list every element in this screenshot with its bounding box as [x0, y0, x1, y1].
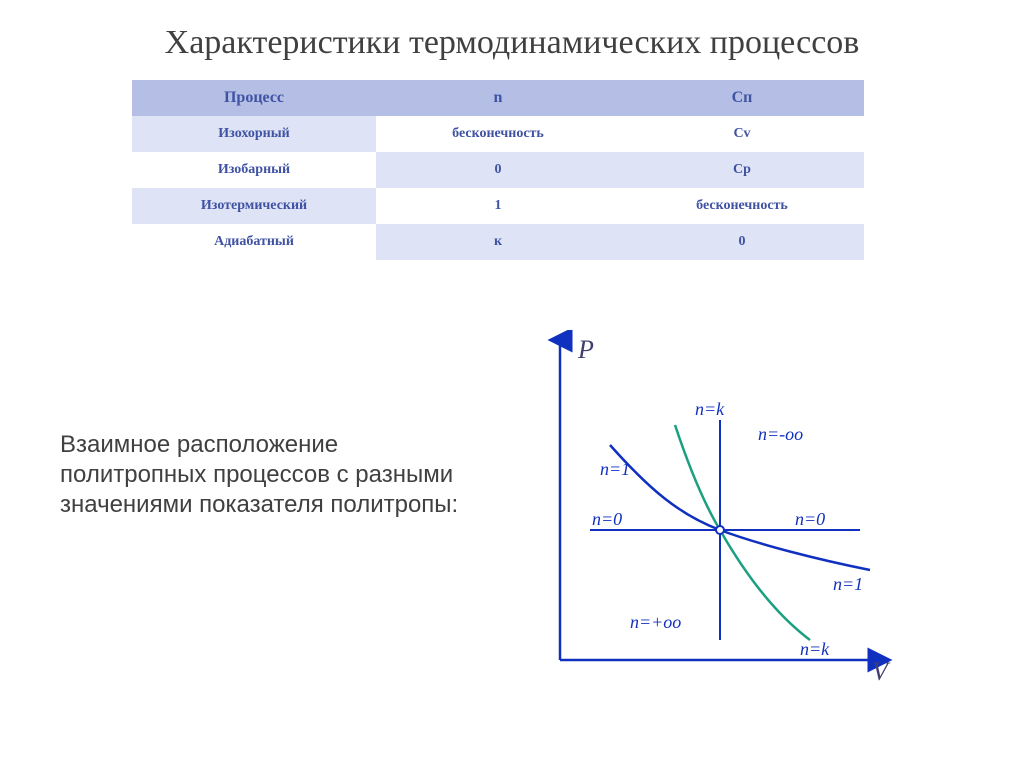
cell-c: Сv: [620, 116, 864, 152]
table-row: Адиабатный к 0: [132, 224, 864, 260]
curve-n1: [610, 445, 870, 570]
label-n1-right: n=1: [833, 574, 863, 594]
cell-n: 1: [376, 188, 620, 224]
cell-n: к: [376, 224, 620, 260]
th-n: n: [376, 80, 620, 116]
label-n0-right: n=0: [795, 509, 825, 529]
curve-nk: [675, 425, 810, 640]
cell-n: бесконечность: [376, 116, 620, 152]
cell-c: 0: [620, 224, 864, 260]
table-header: Процесс n Сп: [132, 80, 864, 116]
cell-proc: Изотермический: [132, 188, 376, 224]
label-nminf: n=-oo: [758, 424, 803, 444]
table-row: Изохорный бесконечность Сv: [132, 116, 864, 152]
label-nk-bot: n=k: [800, 639, 830, 659]
cell-proc: Изохорный: [132, 116, 376, 152]
cell-c: бесконечность: [620, 188, 864, 224]
cell-proc: Адиабатный: [132, 224, 376, 260]
page-title: Характеристики термодинамических процесс…: [0, 24, 1024, 62]
x-axis-label: V: [872, 657, 891, 686]
diagram-caption: Взаимное расположение политропных процес…: [60, 430, 460, 520]
y-axis-label: P: [577, 335, 594, 364]
label-npinf: n=+oo: [630, 612, 681, 632]
center-point: [716, 526, 724, 534]
diagram-svg: P V n=k n=-oo n=1 n=0 n=0 n=1 n=+oo n=k: [500, 330, 920, 710]
table-row: Изобарный 0 Ср: [132, 152, 864, 188]
th-cp: Сп: [620, 80, 864, 116]
polytropic-diagram: P V n=k n=-oo n=1 n=0 n=0 n=1 n=+oo n=k: [500, 330, 920, 710]
cell-c: Ср: [620, 152, 864, 188]
process-table: Процесс n Сп Изохорный бесконечность Сv …: [132, 80, 864, 260]
cell-proc: Изобарный: [132, 152, 376, 188]
label-n1-left: n=1: [600, 459, 630, 479]
label-n0-left: n=0: [592, 509, 622, 529]
cell-n: 0: [376, 152, 620, 188]
label-nk-top: n=k: [695, 399, 725, 419]
th-process: Процесс: [132, 80, 376, 116]
table-row: Изотермический 1 бесконечность: [132, 188, 864, 224]
